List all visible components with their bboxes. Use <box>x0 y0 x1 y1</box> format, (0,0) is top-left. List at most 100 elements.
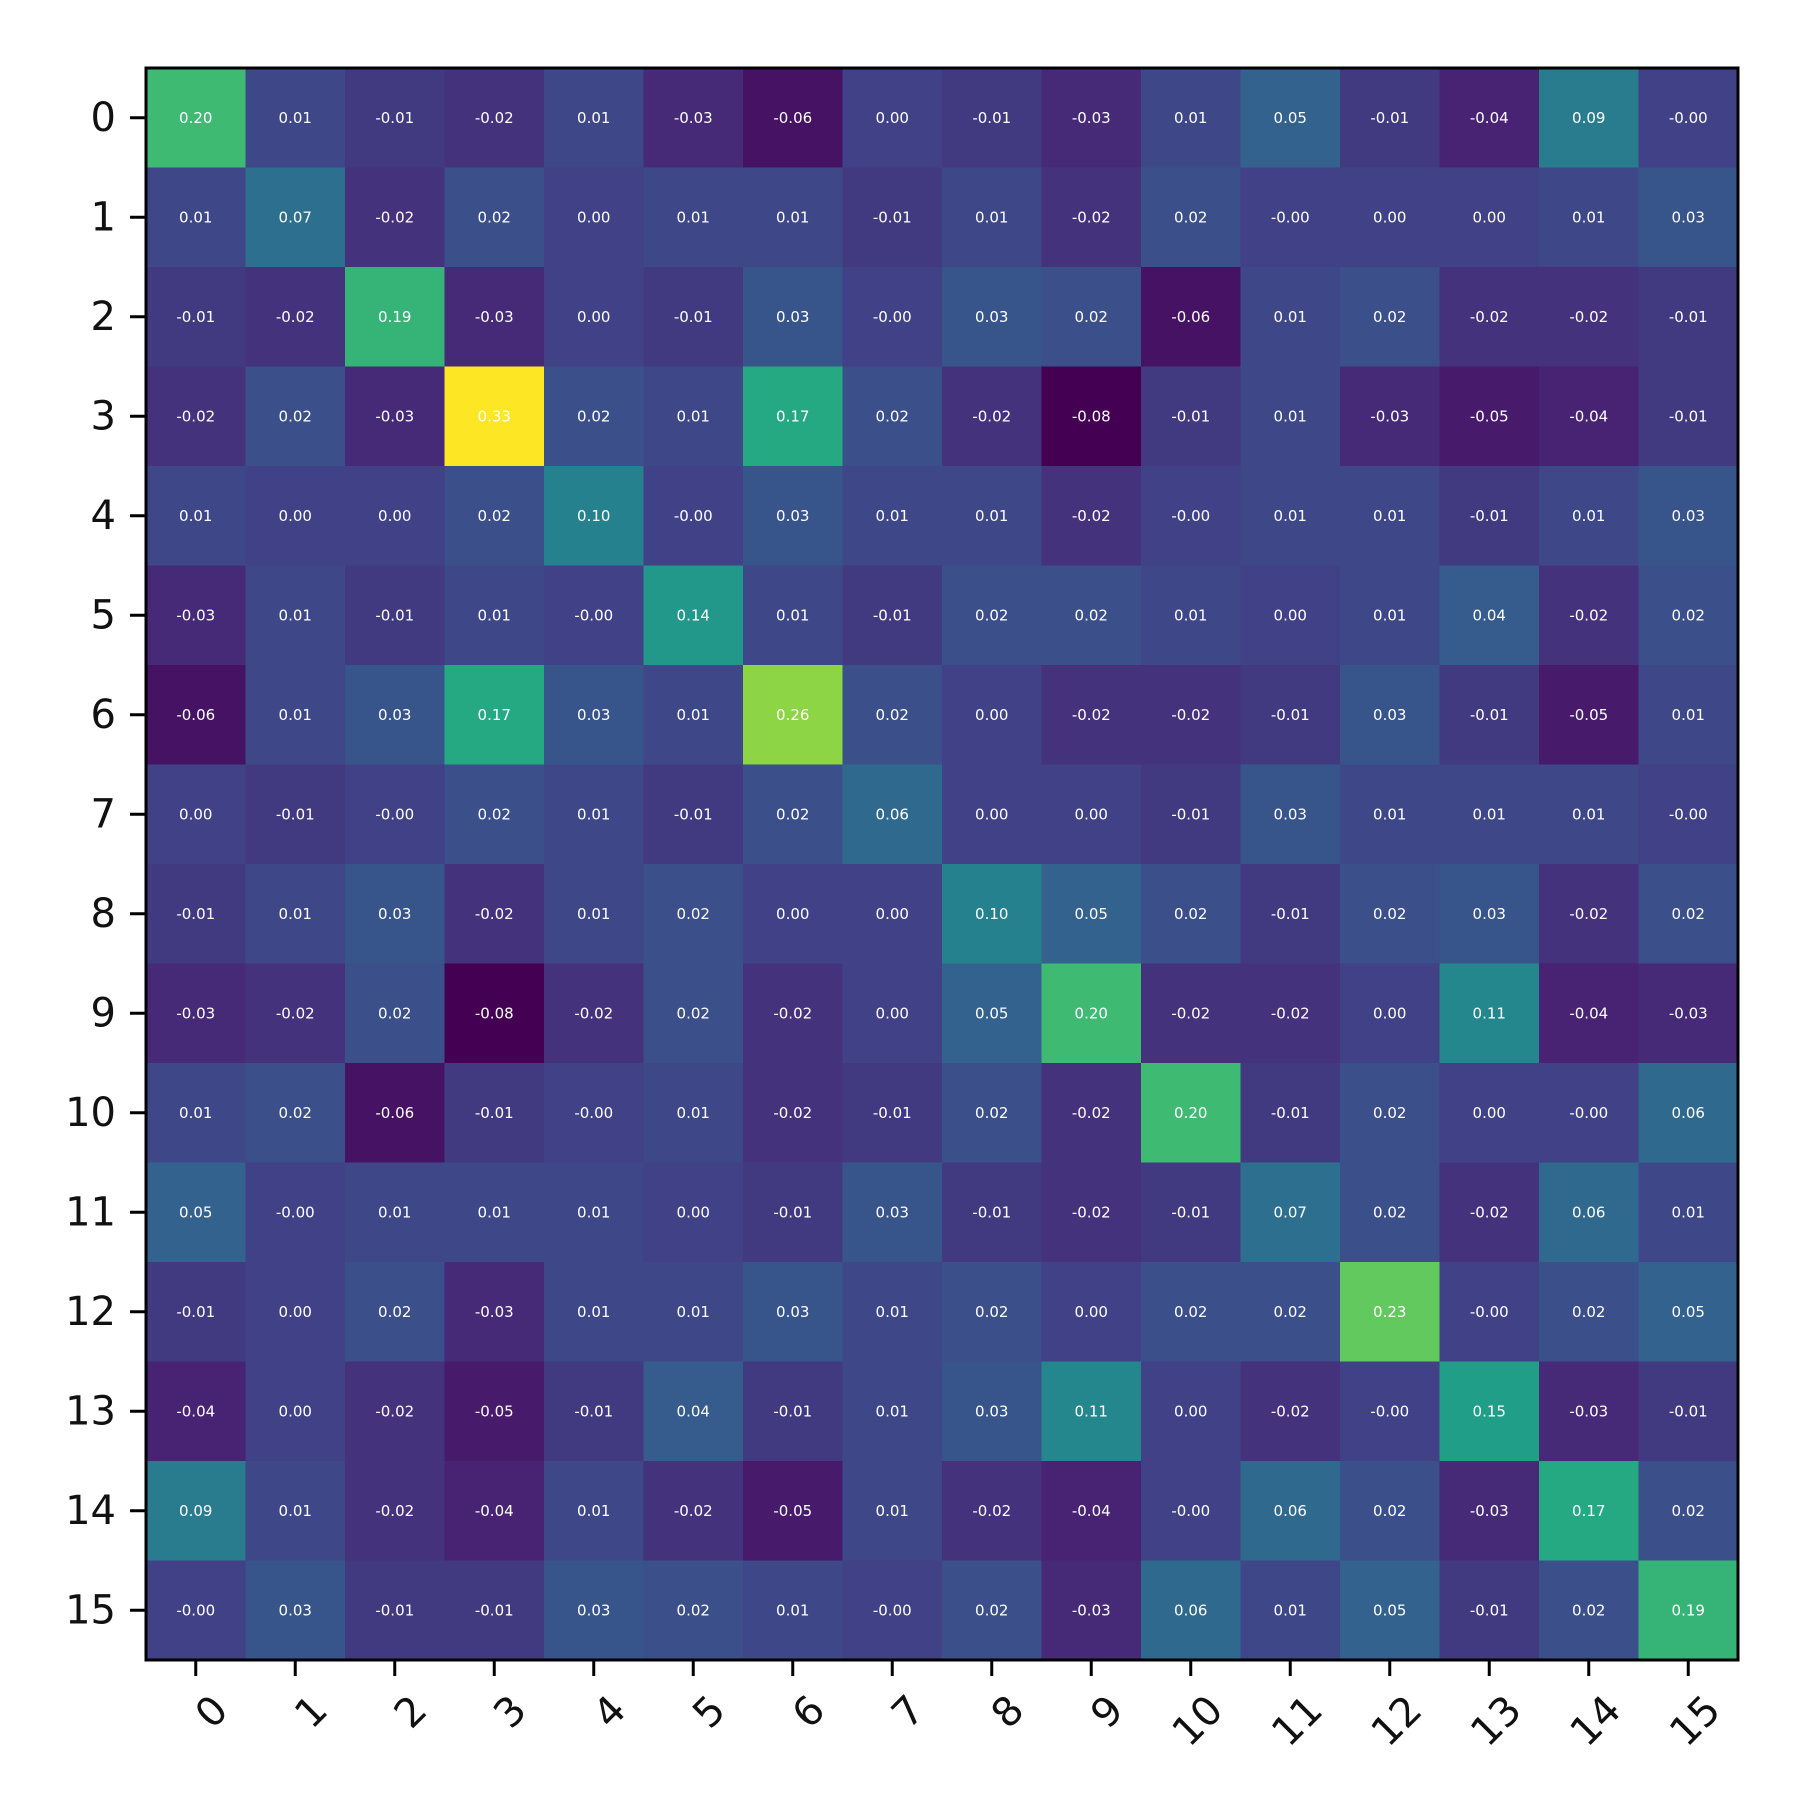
cell-value-label-r7-c12: 0.01 <box>1373 805 1406 823</box>
cell-value-label-r3-c1: 0.02 <box>279 407 312 425</box>
heatmap-cell-r15-c1 <box>245 1560 346 1661</box>
cell-value-label-r15-c9: -0.03 <box>1072 1601 1111 1619</box>
cell-value-label-r4-c2: 0.00 <box>378 507 411 525</box>
heatmap-cell-r5-c7 <box>842 565 943 666</box>
cell-value-label-r14-c5: -0.02 <box>674 1502 713 1520</box>
cell-value-label-r7-c2: -0.00 <box>375 805 414 823</box>
cell-value-label-r3-c11: 0.01 <box>1274 407 1307 425</box>
cell-value-label-r12-c4: 0.01 <box>577 1303 610 1321</box>
cell-value-label-r13-c5: 0.04 <box>677 1402 710 1420</box>
heatmap-cell-r11-c11 <box>1240 1162 1341 1263</box>
heatmap-cell-r0-c3 <box>444 68 545 169</box>
cell-value-label-r5-c2: -0.01 <box>375 606 414 624</box>
heatmap-cell-r1-c6 <box>743 167 844 268</box>
cell-value-label-r3-c13: -0.05 <box>1470 407 1509 425</box>
cell-value-label-r13-c9: 0.11 <box>1075 1402 1108 1420</box>
cell-value-label-r4-c14: 0.01 <box>1572 507 1605 525</box>
cell-value-label-r2-c4: 0.00 <box>577 308 610 326</box>
x-tick-label-1: 1 <box>286 1687 337 1738</box>
cell-value-label-r15-c0: -0.00 <box>176 1601 215 1619</box>
y-tick-label-10: 10 <box>65 1090 116 1136</box>
y-tick-label-1: 1 <box>91 194 116 240</box>
heatmap-cell-r13-c5 <box>643 1361 744 1462</box>
cell-value-label-r14-c7: 0.01 <box>876 1502 909 1520</box>
heatmap-cell-r5-c14 <box>1539 565 1640 666</box>
cell-value-label-r15-c1: 0.03 <box>279 1601 312 1619</box>
cell-value-label-r0-c0: 0.20 <box>179 109 212 127</box>
cell-value-label-r6-c8: 0.00 <box>975 706 1008 724</box>
heatmap-cell-r6-c15 <box>1638 665 1739 766</box>
cell-value-label-r15-c5: 0.02 <box>677 1601 710 1619</box>
heatmap-cell-r3-c4 <box>544 366 645 467</box>
heatmap-cell-r14-c3 <box>444 1461 545 1562</box>
cell-value-label-r0-c4: 0.01 <box>577 109 610 127</box>
heatmap-cell-r12-c12 <box>1340 1262 1441 1363</box>
heatmap-cell-r15-c15 <box>1638 1560 1739 1661</box>
cell-value-label-r1-c1: 0.07 <box>279 208 312 226</box>
heatmap-cell-r8-c9 <box>1041 864 1142 965</box>
heatmap-cell-r0-c0 <box>146 68 247 169</box>
heatmap-cell-r0-c14 <box>1539 68 1640 169</box>
cell-value-label-r7-c11: 0.03 <box>1274 805 1307 823</box>
cell-value-label-r6-c4: 0.03 <box>577 706 610 724</box>
y-tick-label-9: 9 <box>91 990 116 1036</box>
heatmap-cell-r5-c1 <box>245 565 346 666</box>
heatmap-cell-r8-c7 <box>842 864 943 965</box>
heatmap-cell-r7-c6 <box>743 764 844 865</box>
cell-value-label-r0-c6: -0.06 <box>773 109 812 127</box>
cell-value-label-r2-c14: -0.02 <box>1569 308 1608 326</box>
cell-value-label-r8-c10: 0.02 <box>1174 905 1207 923</box>
heatmap-cell-r7-c2 <box>345 764 446 865</box>
cell-value-label-r11-c0: 0.05 <box>179 1203 212 1221</box>
heatmap-cell-r8-c15 <box>1638 864 1739 965</box>
heatmap-cell-r1-c11 <box>1240 167 1341 268</box>
cell-value-label-r6-c15: 0.01 <box>1672 706 1705 724</box>
cell-value-label-r11-c8: -0.01 <box>972 1203 1011 1221</box>
cell-value-label-r12-c3: -0.03 <box>475 1303 514 1321</box>
x-tick-label-7: 7 <box>883 1687 934 1738</box>
heatmap-cell-r12-c4 <box>544 1262 645 1363</box>
cell-value-label-r1-c6: 0.01 <box>776 208 809 226</box>
heatmap-cell-r10-c0 <box>146 1063 247 1164</box>
cell-value-label-r9-c15: -0.03 <box>1669 1004 1708 1022</box>
heatmap-cell-r8-c3 <box>444 864 545 965</box>
cell-value-label-r0-c14: 0.09 <box>1572 109 1605 127</box>
cell-value-label-r9-c11: -0.02 <box>1271 1004 1310 1022</box>
cell-value-label-r13-c4: -0.01 <box>574 1402 613 1420</box>
cell-value-label-r13-c8: 0.03 <box>975 1402 1008 1420</box>
heatmap-cell-r10-c15 <box>1638 1063 1739 1164</box>
heatmap-cell-r15-c13 <box>1439 1560 1540 1661</box>
heatmap-cell-r3-c11 <box>1240 366 1341 467</box>
heatmap-cell-r10-c10 <box>1141 1063 1242 1164</box>
heatmap-cell-r12-c9 <box>1041 1262 1142 1363</box>
plot-frame <box>144 66 1740 1662</box>
cell-value-label-r7-c13: 0.01 <box>1473 805 1506 823</box>
heatmap-cell-r8-c1 <box>245 864 346 965</box>
cell-value-label-r15-c12: 0.05 <box>1373 1601 1406 1619</box>
cell-value-label-r10-c13: 0.00 <box>1473 1104 1506 1122</box>
x-axis: 0 1 2 3 4 5 6 7 8 9 10 11 12 13 14 15 <box>187 1660 1730 1755</box>
cell-value-label-r11-c10: -0.01 <box>1171 1203 1210 1221</box>
cell-value-label-r5-c9: 0.02 <box>1075 606 1108 624</box>
heatmap-cell-r0-c6 <box>743 68 844 169</box>
cell-value-label-r14-c4: 0.01 <box>577 1502 610 1520</box>
heatmap-cell-r12-c6 <box>743 1262 844 1363</box>
cell-value-label-r8-c2: 0.03 <box>378 905 411 923</box>
cell-value-label-r12-c12: 0.23 <box>1373 1303 1406 1321</box>
cell-value-label-r9-c8: 0.05 <box>975 1004 1008 1022</box>
cell-value-label-r9-c7: 0.00 <box>876 1004 909 1022</box>
heatmap-cell-r1-c9 <box>1041 167 1142 268</box>
cell-value-label-r13-c12: -0.00 <box>1370 1402 1409 1420</box>
x-tick-label-0: 0 <box>187 1687 238 1738</box>
cell-value-label-r13-c3: -0.05 <box>475 1402 514 1420</box>
heatmap-cell-r4-c14 <box>1539 466 1640 567</box>
cell-value-label-r6-c0: -0.06 <box>176 706 215 724</box>
cell-value-label-r8-c0: -0.01 <box>176 905 215 923</box>
cell-value-label-r2-c13: -0.02 <box>1470 308 1509 326</box>
heatmap-cell-r4-c10 <box>1141 466 1242 567</box>
heatmap-cell-r1-c13 <box>1439 167 1540 268</box>
heatmap-cell-r3-c3 <box>444 366 545 467</box>
heatmap-cell-r15-c2 <box>345 1560 446 1661</box>
cell-value-label-r12-c11: 0.02 <box>1274 1303 1307 1321</box>
y-tick-label-11: 11 <box>65 1189 116 1235</box>
